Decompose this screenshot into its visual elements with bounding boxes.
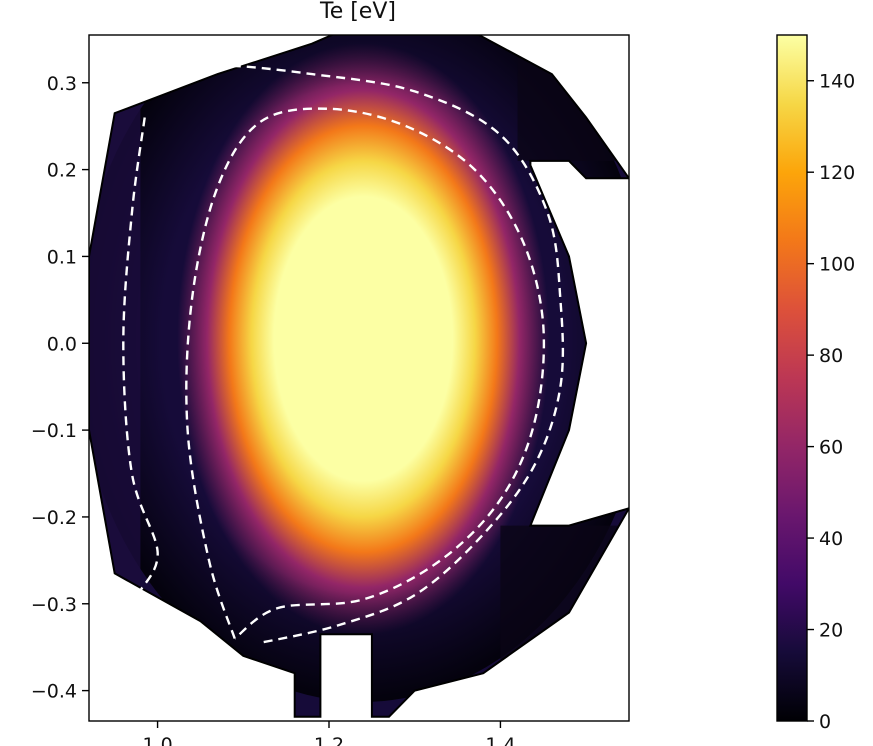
y-tick-label: 0.2	[47, 160, 77, 182]
plot-area	[89, 35, 629, 721]
colorbar: 0 20 40 60 80 100 120 140	[776, 34, 855, 733]
contour-lines	[122, 64, 565, 644]
y-tick-label: 0.1	[47, 246, 77, 268]
x-tick-label: 1.4	[485, 734, 515, 746]
chart-title: Te [eV]	[319, 0, 396, 24]
contour-line	[185, 107, 546, 640]
contour-line	[122, 117, 159, 592]
vessel-outline	[89, 35, 629, 718]
y-tick-label: −0.4	[31, 681, 77, 703]
y-tick-label: 0.0	[47, 333, 77, 355]
colorbar-tick-label: 0	[819, 711, 831, 733]
colorbar-tick-label: 80	[819, 345, 843, 367]
x-tick-label: 1.2	[314, 734, 344, 746]
y-tick-label: −0.3	[31, 594, 77, 616]
y-tick-label: −0.1	[31, 420, 77, 442]
colorbar-tick-label: 100	[819, 254, 855, 276]
y-axis: 0.3 0.2 0.1 0.0 −0.1 −0.2 −0.3 −0.4	[31, 73, 89, 703]
x-axis: 1.0 1.2 1.4	[142, 721, 516, 746]
y-tick-label: 0.3	[47, 73, 77, 95]
axes-frame	[88, 34, 630, 722]
x-tick-label: 1.0	[142, 734, 172, 746]
colorbar-bar	[776, 34, 808, 722]
colorbar-ticks: 0 20 40 60 80 100 120 140	[807, 71, 855, 733]
colorbar-tick-label: 60	[819, 437, 843, 459]
colorbar-tick-label: 40	[819, 528, 843, 550]
y-tick-label: −0.2	[31, 507, 77, 529]
colorbar-tick-label: 140	[819, 71, 855, 93]
colorbar-tick-label: 20	[819, 620, 843, 642]
colorbar-tick-label: 120	[819, 162, 855, 184]
edge-shading	[89, 35, 629, 702]
